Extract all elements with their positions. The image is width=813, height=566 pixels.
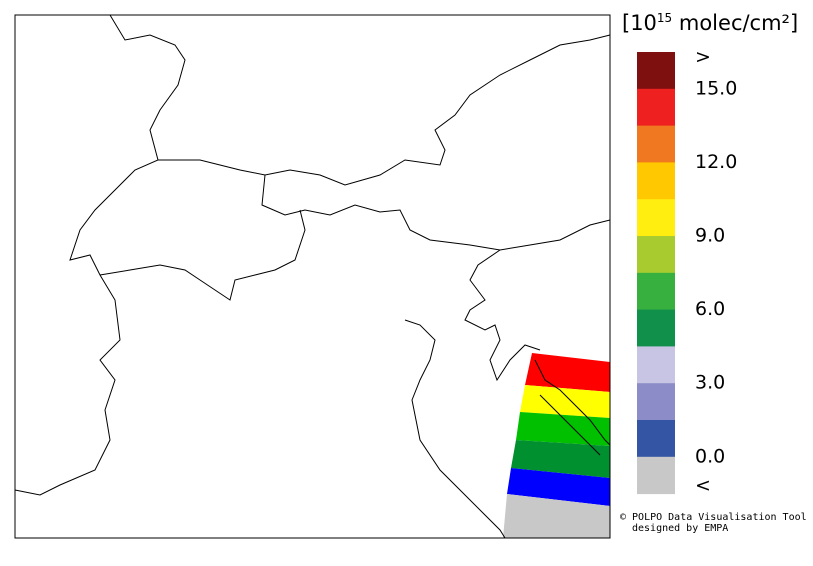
map-frame	[14, 14, 611, 539]
colorbar-segment	[637, 383, 675, 421]
colorbar-label: 6.0	[695, 298, 725, 320]
colorbar-segment	[637, 456, 675, 495]
legend-title: [1015 molec/cm²]	[622, 11, 798, 35]
colorbar-label: 9.0	[695, 225, 725, 247]
colorbar-segment	[637, 162, 675, 200]
colorbar-label: 12.0	[695, 151, 737, 173]
legend-title-base: [10	[622, 11, 657, 35]
credit-line: © POLPO Data Visualisation Tool	[620, 512, 807, 523]
colorbar-segment	[637, 272, 675, 311]
colorbar-label: 15.0	[695, 77, 737, 99]
colorbar-segment	[637, 309, 675, 347]
legend-title-unit: molec/cm²]	[672, 11, 798, 35]
colorbar-label: >	[695, 46, 711, 68]
colorbar-segment	[637, 420, 675, 458]
swath	[503, 353, 610, 538]
colorbar-label: 3.0	[695, 372, 725, 394]
colorbar-segment	[637, 88, 675, 127]
colorbar-segment	[637, 52, 675, 90]
colorbar-segment	[637, 125, 675, 163]
colorbar-segment	[637, 346, 675, 384]
colorbar: >15.0 12.0 9.0 6.0 3.0 0.0 <	[637, 46, 737, 497]
borders	[14, 14, 611, 539]
colorbar-label: 0.0	[695, 445, 725, 467]
credit-line: designed by EMPA	[632, 523, 728, 534]
colorbar-segment	[637, 199, 675, 237]
legend-title-exponent: 15	[657, 11, 672, 25]
colorbar-segment	[637, 236, 675, 274]
colorbar-label: <	[695, 475, 711, 497]
